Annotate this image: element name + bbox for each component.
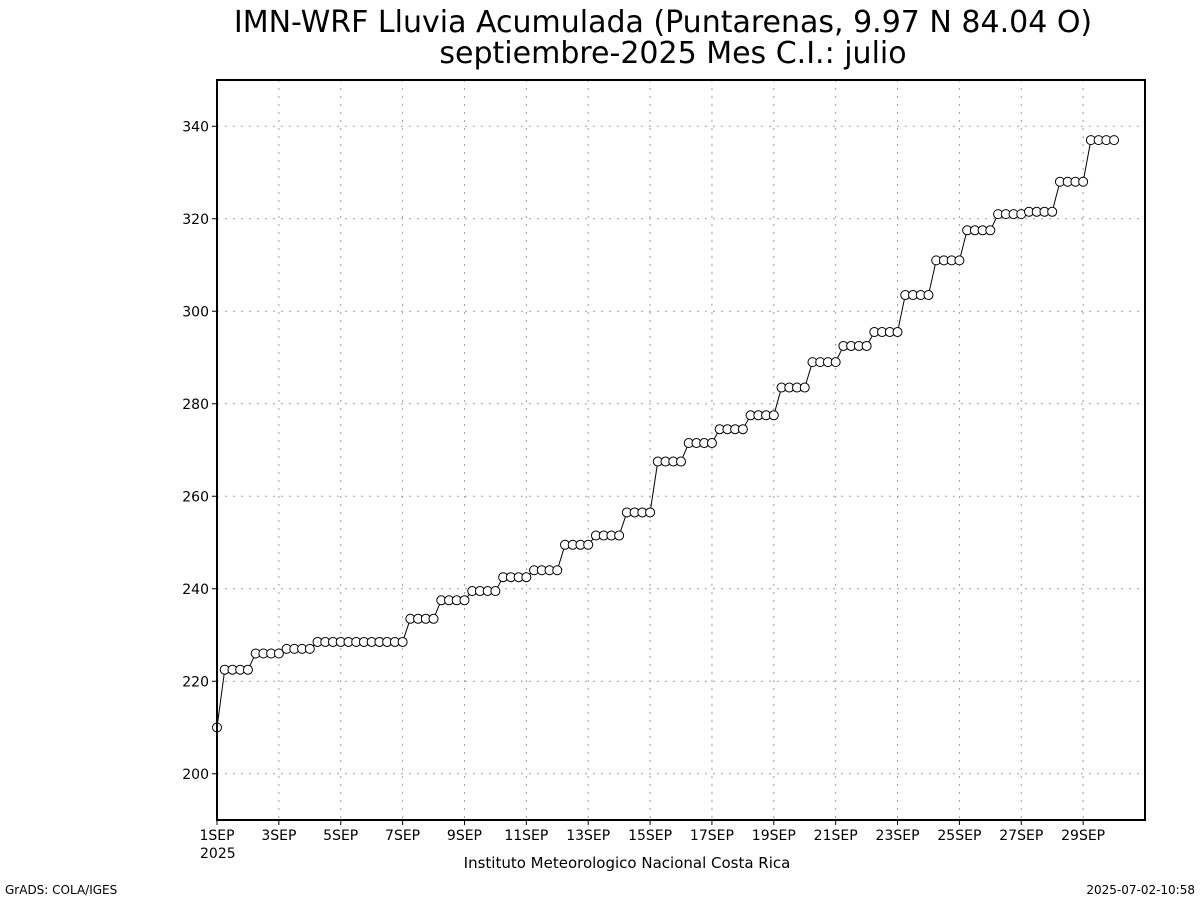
x-tick-label: 15SEP [628,828,672,844]
y-tick-label: 240 [182,582,209,598]
x-tick-label: 29SEP [1061,828,1105,844]
data-point [273,648,284,659]
y-tick-label: 200 [182,767,209,783]
y-tick-label: 220 [182,674,209,690]
data-point [428,613,439,624]
data-point [768,410,779,421]
data-point [1109,135,1120,146]
data-point [459,595,470,606]
data-point [645,507,656,518]
x-tick-label: 7SEP [385,828,420,844]
chart-title: IMN-WRF Lluvia Acumulada (Puntarenas, 9.… [234,5,1092,40]
y-tick-label: 300 [182,304,209,320]
data-point [490,586,501,597]
x-tick-label: 9SEP [447,828,482,844]
data-point [830,357,841,368]
x-tick-label: 27SEP [999,828,1043,844]
y-tick-label: 340 [182,119,209,135]
x-tick-label: 21SEP [814,828,858,844]
data-point [892,327,903,338]
plot-frame [216,79,1146,821]
data-point [304,643,315,654]
y-axis-ticks: 200 220 240 260 280 300 320 340 [182,119,217,783]
y-tick-label: 320 [182,212,209,228]
data-point [861,340,872,351]
y-tick-label: 260 [182,489,209,505]
x-tick-label: 17SEP [690,828,734,844]
grid-lines [217,80,1145,820]
x-tick-label: 11SEP [504,828,548,844]
institution-label: Instituto Meteorologico Nacional Costa R… [464,854,791,872]
data-point [397,636,408,647]
data-point [521,572,532,583]
series-group [212,135,1120,733]
x-tick-label: 1SEP [199,828,234,844]
data-point [242,664,253,675]
software-credit: GrADS: COLA/IGES [5,883,117,897]
x-tick-label: 3SEP [261,828,296,844]
x-tick-label: 13SEP [566,828,610,844]
data-point [954,255,965,266]
data-point [1078,176,1089,187]
x-axis-year-label: 2025 [200,846,236,862]
x-tick-label: 25SEP [937,828,981,844]
x-axis-ticks: 1SEP 3SEP 5SEP 7SEP 9SEP 11SEP 13SEP 15SEP 17SEP… [199,820,1105,844]
data-point [676,456,686,467]
data-point [923,290,934,301]
x-tick-label: 23SEP [876,828,920,844]
data-point [583,539,594,550]
data-point [1047,206,1058,217]
data-point [799,382,810,393]
x-tick-label: 19SEP [752,828,796,844]
y-tick-label: 280 [182,397,209,413]
x-tick-label: 5SEP [323,828,358,844]
data-point [552,565,563,576]
data-point [985,225,996,236]
data-point [706,438,717,449]
chart-subtitle: septiembre-2025 Mes C.I.: julio [439,36,906,71]
data-point [737,424,748,435]
data-point [614,530,625,541]
timestamp-label: 2025-07-02-10:58 [1086,883,1195,897]
